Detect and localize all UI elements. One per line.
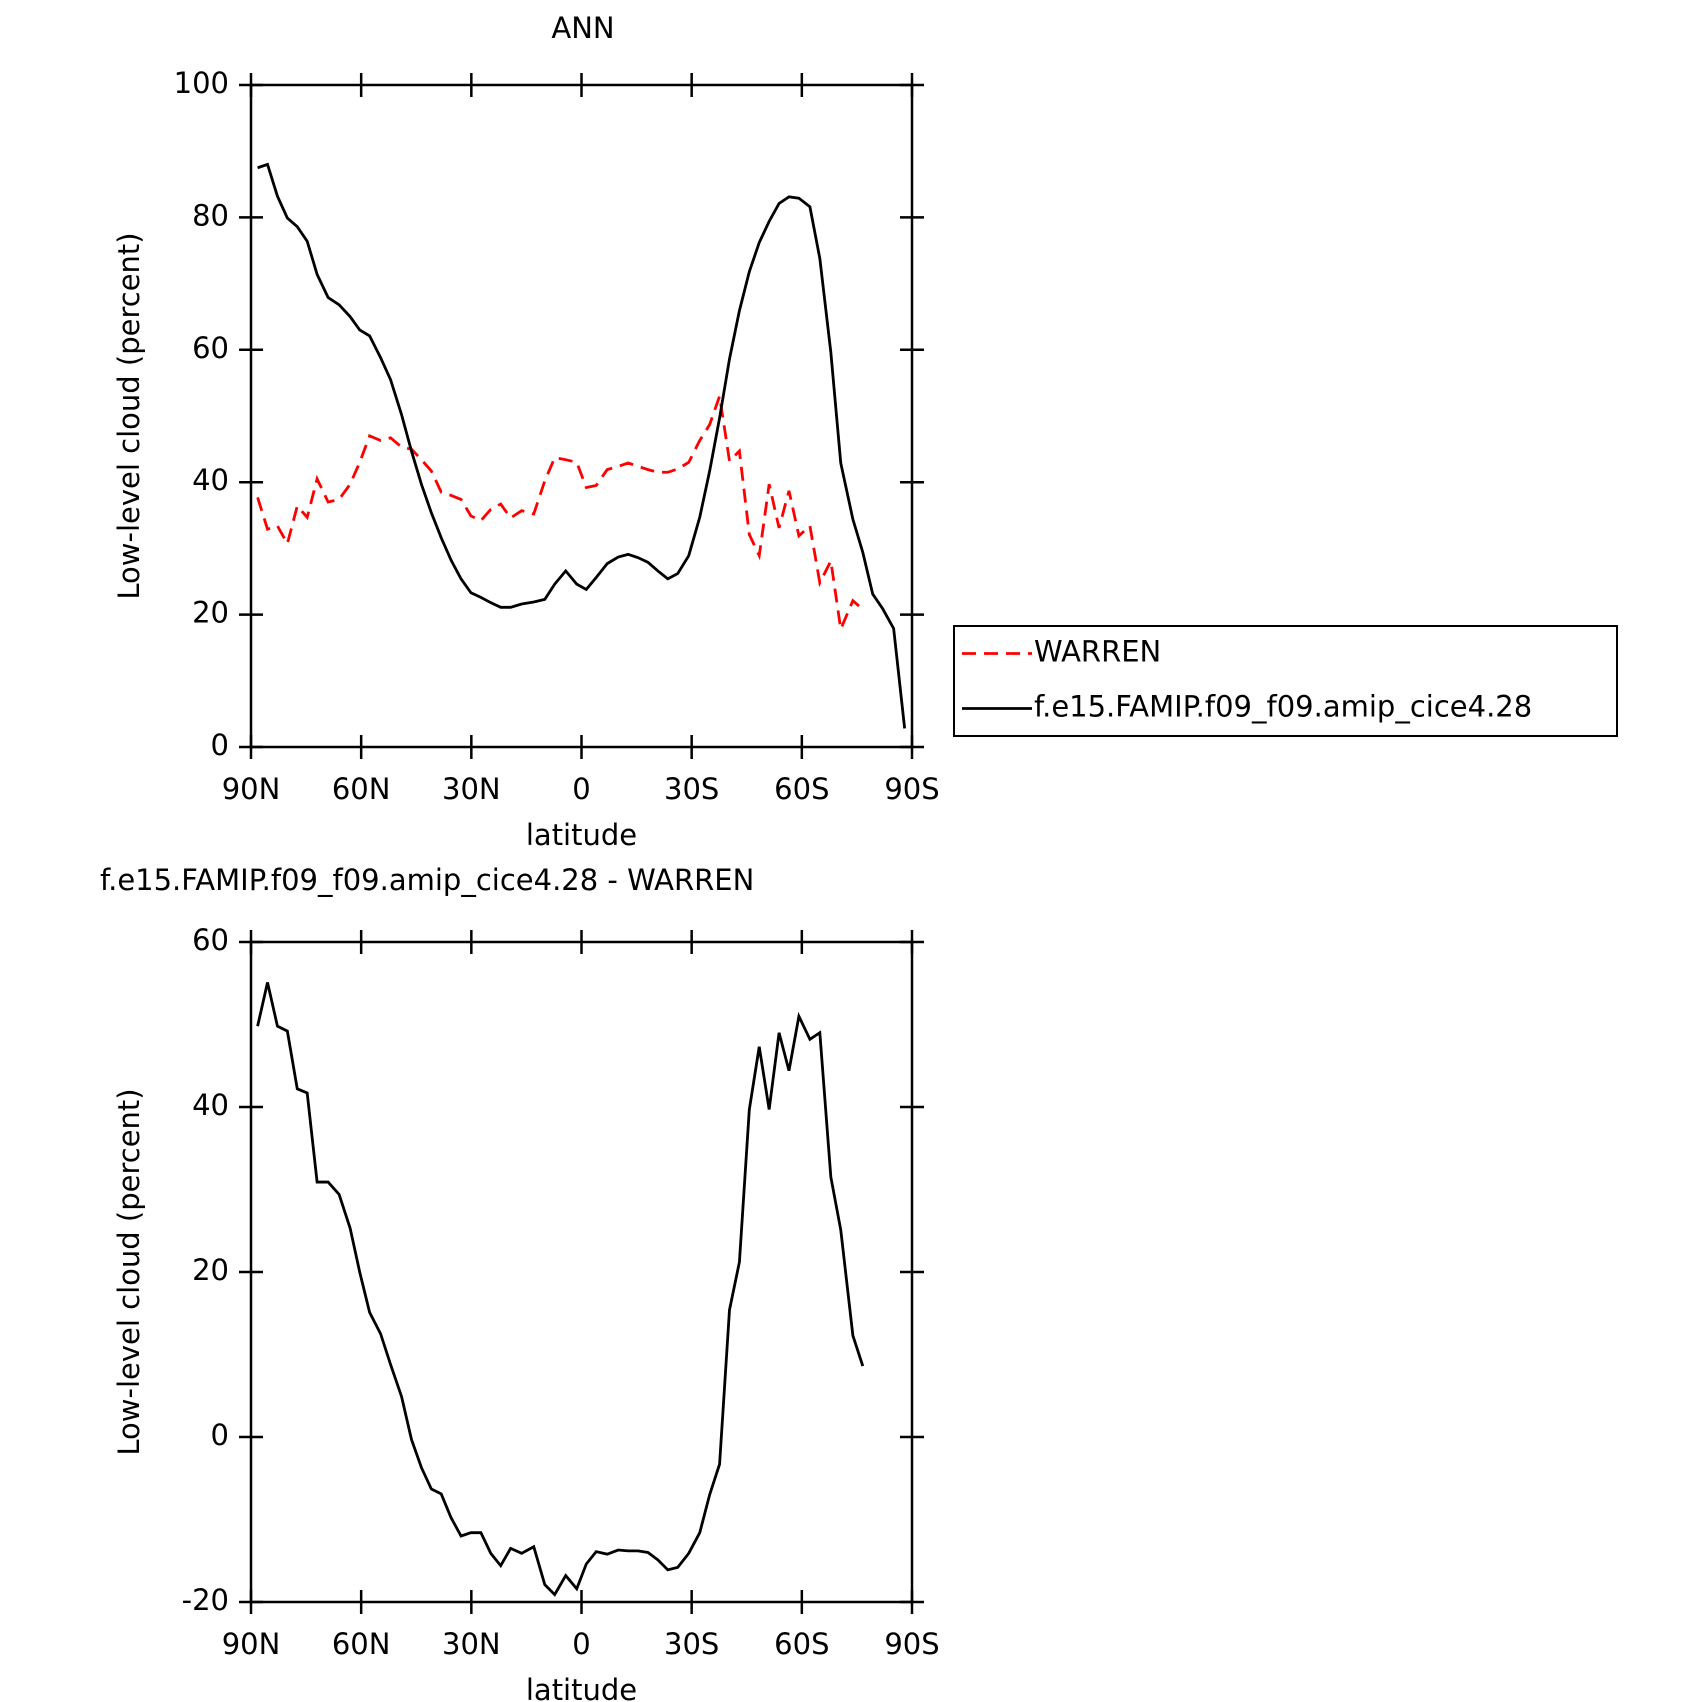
y-axis-label: Low-level cloud (percent): [112, 1088, 146, 1455]
chart-title: ANN: [551, 11, 614, 45]
x-tick-label: 0: [572, 1627, 590, 1661]
x-tick-label: 0: [572, 772, 590, 806]
x-tick-label: 90S: [884, 1627, 939, 1661]
x-tick-label: 30S: [664, 772, 719, 806]
x-tick-label: 30N: [442, 772, 501, 806]
x-axis-label: latitude: [526, 1673, 637, 1702]
x-axis-label: latitude: [526, 818, 637, 852]
y-axis-label: Low-level cloud (percent): [112, 232, 146, 599]
y-tick-label: 20: [192, 596, 229, 630]
chart-title: f.e15.FAMIP.f09_f09.amip_cice4.28 - WARR…: [100, 863, 754, 897]
x-tick-label: 60N: [332, 772, 391, 806]
x-tick-label: 90N: [222, 1627, 281, 1661]
x-tick-label: 90N: [222, 772, 281, 806]
legend-label: f.e15.FAMIP.f09_f09.amip_cice4.28: [1034, 690, 1532, 724]
legend-label: WARREN: [1034, 635, 1161, 669]
data-line: [257, 162, 907, 729]
y-tick-label: 80: [192, 198, 229, 232]
y-tick-label: 100: [174, 66, 229, 100]
x-tick-label: 60S: [774, 772, 829, 806]
data-line: [256, 982, 865, 1597]
y-tick-label: 40: [192, 1088, 229, 1122]
plot-frame: [249, 83, 914, 749]
data-line: [256, 395, 864, 635]
x-tick-label: 30S: [664, 1627, 719, 1661]
y-tick-label: 20: [192, 1253, 229, 1287]
x-tick-label: 90S: [884, 772, 939, 806]
plot-frame: [249, 940, 914, 1604]
y-tick-label: 60: [192, 923, 229, 957]
x-tick-label: 60S: [774, 1627, 829, 1661]
y-tick-label: 0: [211, 728, 229, 762]
y-tick-label: 0: [211, 1418, 229, 1452]
y-tick-label: 40: [192, 463, 229, 497]
legend-box: [953, 625, 1618, 737]
x-tick-label: 60N: [332, 1627, 391, 1661]
x-tick-label: 30N: [442, 1627, 501, 1661]
y-tick-label: 60: [192, 331, 229, 365]
y-tick-label: -20: [182, 1583, 229, 1617]
